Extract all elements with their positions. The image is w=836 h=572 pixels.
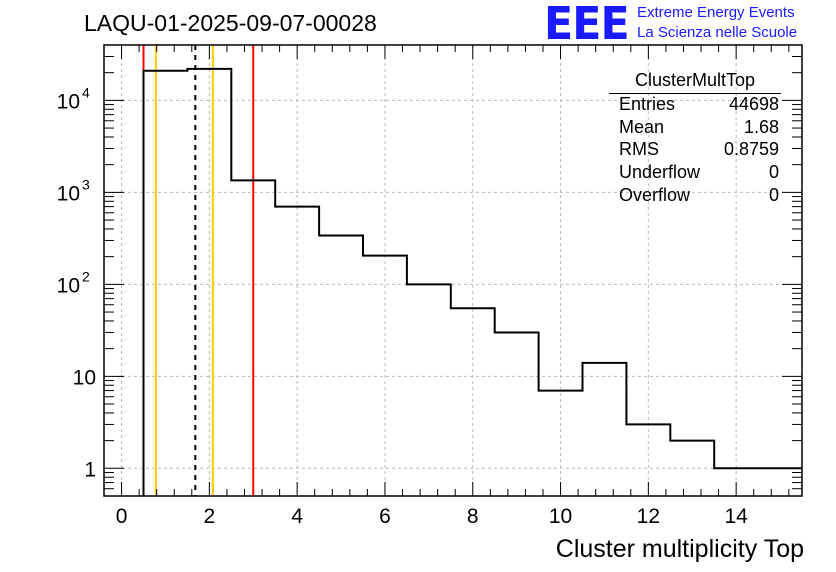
- y-tick-label: 10: [57, 274, 80, 297]
- x-tick-label: 2: [204, 505, 216, 528]
- x-axis-label: Cluster multiplicity Top: [555, 535, 804, 563]
- stats-label: RMS: [619, 139, 659, 159]
- stats-value: 0: [768, 162, 779, 182]
- y-tick-label: 10: [57, 182, 80, 205]
- stats-row-underflow: Underflow 0: [619, 162, 779, 184]
- stats-row-mean: Mean 1.68: [619, 117, 779, 139]
- y-tick-label: 10: [73, 366, 96, 389]
- y-tick-label: 10: [57, 90, 80, 113]
- x-tick-label: 14: [724, 505, 748, 528]
- stats-row-entries: Entries 44698: [619, 94, 779, 116]
- reference-lines: [142, 45, 255, 496]
- stats-value: 44698: [728, 94, 779, 114]
- stats-value: 0: [768, 185, 779, 205]
- stats-value: 0.8759: [723, 139, 779, 159]
- x-tick-label: 12: [637, 505, 660, 528]
- grid-lines: [104, 45, 802, 496]
- stats-label: Underflow: [619, 162, 701, 182]
- y-tick-exponent: 4: [82, 84, 90, 100]
- x-tick-label: 4: [291, 505, 303, 528]
- histogram-outline: [142, 67, 802, 496]
- stats-label: Entries: [619, 94, 676, 114]
- stats-box: ClusterMultTop Entries 44698 Mean 1.68 R…: [609, 70, 781, 206]
- stats-label: Overflow: [619, 185, 691, 205]
- stats-row-rms: RMS 0.8759: [619, 139, 779, 161]
- eee-logo: EEE: [544, 0, 630, 50]
- chart-title: LAQU-01-2025-09-07-00028: [84, 10, 377, 36]
- y-tick-label: 1: [84, 458, 96, 481]
- stats-value: 1.68: [743, 117, 779, 137]
- stats-divider: [609, 93, 781, 94]
- x-tick-label: 8: [467, 505, 479, 528]
- logo-line-1: Extreme Energy Events: [637, 4, 795, 21]
- x-axis-ticks: 0 2 4 6 8 10 12 14: [116, 45, 790, 528]
- x-tick-label: 10: [549, 505, 572, 528]
- plot-frame: [103, 44, 803, 497]
- x-tick-label: 6: [379, 505, 391, 528]
- y-tick-exponent: 2: [82, 268, 90, 284]
- stats-row-overflow: Overflow 0: [619, 185, 779, 207]
- y-tick-exponent: 3: [82, 176, 90, 192]
- x-tick-label: 0: [116, 505, 128, 528]
- logo-line-2: La Scienza nelle Scuole: [637, 24, 798, 41]
- stats-label: Mean: [619, 117, 665, 137]
- stats-title: ClusterMultTop: [634, 70, 756, 90]
